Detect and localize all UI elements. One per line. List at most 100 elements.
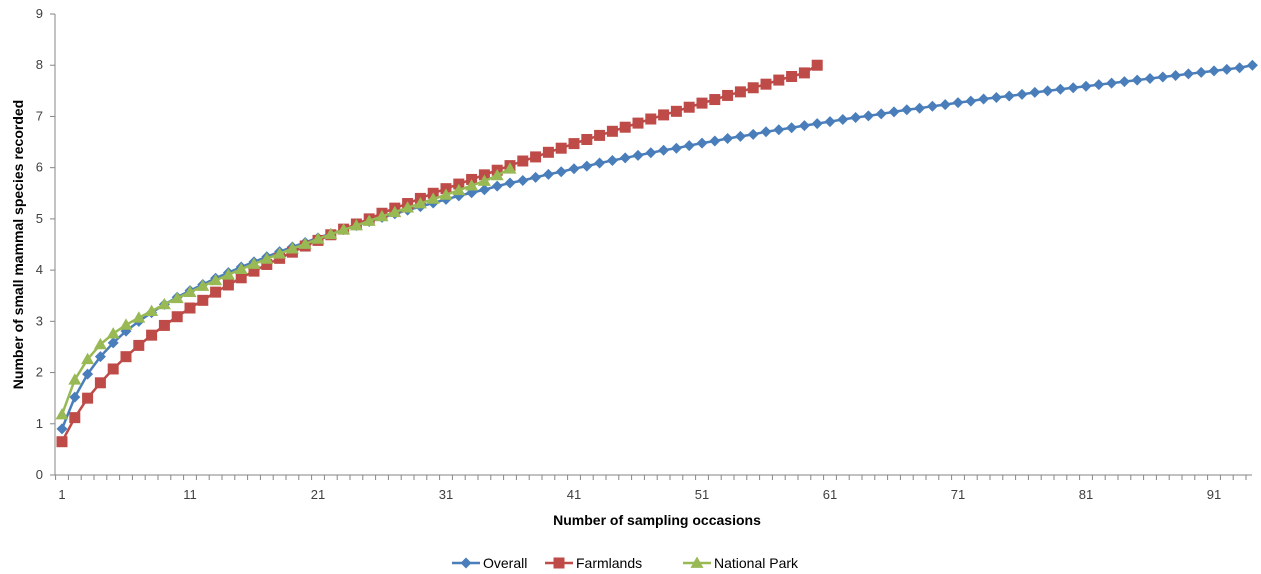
- data-point: [235, 272, 247, 284]
- data-point: [709, 94, 721, 106]
- data-point: [285, 242, 299, 254]
- x-tick-label: 31: [439, 487, 453, 502]
- data-point: [183, 285, 197, 298]
- data-point: [170, 291, 184, 304]
- data-point: [683, 101, 695, 113]
- y-tick-label: 4: [36, 262, 43, 277]
- data-point: [82, 368, 94, 380]
- data-point: [197, 294, 209, 306]
- x-tick-label: 11: [183, 487, 197, 502]
- data-point: [670, 105, 682, 117]
- data-point: [722, 132, 734, 144]
- data-point: [952, 97, 964, 109]
- data-point: [1029, 86, 1041, 98]
- data-point: [645, 147, 657, 159]
- legend-marker: [690, 556, 704, 568]
- data-point: [69, 412, 81, 424]
- legend-marker: [553, 557, 565, 569]
- data-point: [709, 135, 721, 147]
- data-point: [93, 337, 107, 350]
- y-axis-ticks: 0 1 2 3 4 5 6 7 8 9: [36, 6, 55, 482]
- y-tick-label: 6: [36, 160, 43, 175]
- data-point: [747, 128, 759, 140]
- y-tick-label: 3: [36, 313, 43, 328]
- data-point: [862, 110, 874, 122]
- data-point: [311, 232, 325, 244]
- data-point: [261, 258, 273, 270]
- data-point: [273, 247, 287, 259]
- data-point: [68, 373, 82, 385]
- data-point: [210, 286, 222, 298]
- data-point: [824, 116, 836, 128]
- data-point: [734, 86, 746, 98]
- data-point: [632, 117, 644, 129]
- data-point: [875, 108, 887, 120]
- legend: Overall Farmlands National Park: [452, 555, 799, 571]
- series-line: [60, 64, 818, 443]
- data-point: [837, 114, 849, 126]
- data-point: [260, 252, 274, 264]
- data-point: [1016, 88, 1028, 100]
- data-point: [581, 160, 593, 172]
- legend-label: National Park: [714, 555, 799, 571]
- data-point: [247, 257, 261, 269]
- data-point: [196, 279, 210, 291]
- data-point: [1170, 69, 1182, 81]
- x-tick-label: 71: [951, 487, 965, 502]
- data-point: [106, 327, 120, 339]
- data-point: [1131, 74, 1143, 86]
- data-point: [413, 197, 427, 209]
- data-point: [1118, 76, 1130, 88]
- data-point: [619, 152, 631, 164]
- data-point: [645, 113, 657, 125]
- data-point: [632, 149, 644, 161]
- data-point: [1182, 68, 1194, 80]
- data-point: [120, 351, 132, 363]
- data-point: [503, 162, 517, 174]
- data-point: [1067, 82, 1079, 94]
- data-point: [517, 155, 529, 167]
- data-point: [388, 205, 402, 218]
- data-point: [734, 130, 746, 142]
- data-point: [146, 329, 158, 341]
- y-tick-label: 8: [36, 57, 43, 72]
- y-tick-label: 1: [36, 416, 43, 431]
- data-point: [477, 174, 491, 186]
- data-point: [82, 392, 94, 404]
- data-point: [990, 91, 1002, 103]
- legend-marker: [460, 557, 472, 569]
- x-tick-label: 61: [823, 487, 837, 502]
- data-point: [542, 168, 554, 180]
- data-point: [683, 140, 695, 152]
- y-axis-title: Number of small mammal species recorded: [10, 100, 26, 389]
- data-point: [465, 179, 479, 191]
- x-axis-title: Number of sampling occasions: [553, 512, 761, 528]
- data-point: [107, 337, 119, 349]
- data-point: [978, 93, 990, 105]
- data-point: [81, 352, 95, 365]
- data-point: [362, 214, 376, 226]
- data-point: [670, 142, 682, 154]
- x-tick-label: 81: [1079, 487, 1093, 502]
- data-point: [324, 227, 338, 240]
- data-point: [658, 144, 670, 156]
- y-tick-label: 5: [36, 211, 43, 226]
- data-point: [133, 339, 145, 351]
- data-point: [568, 138, 580, 150]
- data-point: [530, 171, 542, 183]
- data-point: [517, 174, 529, 186]
- x-tick-label: 1: [58, 487, 65, 502]
- data-point: [798, 67, 810, 79]
- data-point: [901, 104, 913, 116]
- data-point: [478, 184, 490, 196]
- data-point: [760, 126, 772, 138]
- data-point: [107, 363, 119, 375]
- data-point: [171, 311, 183, 323]
- data-point: [337, 223, 351, 235]
- series-line: [60, 167, 511, 415]
- data-point: [542, 146, 554, 158]
- data-point: [760, 78, 772, 90]
- data-point: [555, 166, 567, 178]
- data-point: [56, 436, 68, 448]
